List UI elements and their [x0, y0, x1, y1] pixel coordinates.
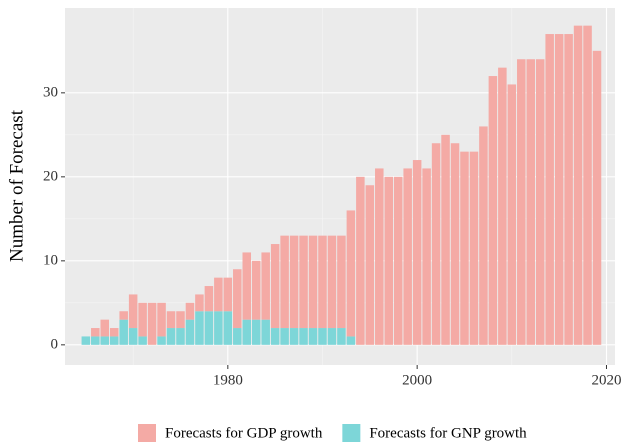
bar [138, 302, 147, 337]
bar [270, 244, 280, 329]
bar [242, 252, 252, 320]
bar [384, 176, 394, 345]
bar [233, 269, 242, 329]
bar [289, 235, 299, 329]
bar [147, 302, 157, 345]
bar [460, 151, 469, 345]
bar [91, 328, 100, 337]
bar [157, 302, 166, 337]
legend-swatch [342, 424, 361, 442]
bar [431, 143, 441, 345]
legend-label: Forecasts for GDP growth [165, 425, 323, 441]
bar [535, 59, 545, 345]
bar [592, 50, 602, 345]
x-tick-label: 2000 [402, 372, 432, 388]
x-tick-label: 2020 [591, 372, 621, 388]
bar [327, 235, 337, 329]
bar [346, 336, 356, 345]
bar [422, 168, 431, 345]
bar [507, 84, 517, 345]
bar [308, 328, 318, 345]
bar [128, 294, 138, 329]
bar [498, 67, 507, 345]
y-tick-label: 10 [43, 252, 58, 268]
bar [412, 160, 422, 345]
bar [261, 252, 270, 320]
bar [488, 76, 498, 345]
bar [564, 34, 573, 345]
bar [337, 328, 346, 345]
bar [583, 25, 592, 345]
bar [327, 328, 337, 345]
bar [365, 185, 375, 345]
y-tick-label: 30 [43, 84, 58, 100]
bar [214, 277, 223, 312]
bar [251, 260, 261, 320]
bar [469, 151, 479, 345]
bar [195, 294, 204, 312]
bar [517, 59, 526, 345]
y-axis-title: Number of Forecast [6, 109, 27, 262]
x-tick-label: 1980 [213, 372, 243, 388]
bar [242, 319, 252, 345]
bar [176, 328, 185, 345]
bar [185, 302, 195, 320]
bar [214, 311, 223, 345]
bar [289, 328, 299, 345]
bar [81, 336, 91, 345]
bar [100, 319, 110, 337]
bar [554, 34, 564, 345]
bar [223, 311, 233, 345]
bar [204, 286, 214, 312]
bar [119, 311, 128, 320]
bar [441, 134, 450, 345]
bar [356, 176, 365, 345]
bar [157, 336, 166, 345]
bar [280, 235, 289, 329]
y-tick-label: 0 [51, 336, 59, 352]
bar [185, 319, 195, 345]
bar [573, 25, 583, 345]
bar [337, 235, 346, 329]
legend: Forecasts for GDP growth Forecasts for GN… [138, 424, 527, 442]
bar [195, 311, 204, 345]
bar [166, 311, 176, 329]
bar [318, 235, 327, 329]
bar [308, 235, 318, 329]
bar [91, 336, 100, 345]
bar [545, 34, 554, 345]
bar [100, 336, 110, 345]
bar [251, 319, 261, 345]
bar [346, 210, 356, 337]
bar [128, 328, 138, 345]
bar [299, 235, 308, 329]
bar [233, 328, 242, 345]
bar [479, 126, 488, 345]
bar [318, 328, 327, 345]
bar [176, 311, 185, 329]
bar [166, 328, 176, 345]
y-tick-label: 20 [43, 168, 58, 184]
bar [450, 143, 460, 345]
legend-label: Forecasts for GNP growth [369, 425, 527, 441]
bar [270, 328, 280, 345]
bar [299, 328, 308, 345]
bar [261, 319, 270, 345]
bar [109, 328, 119, 337]
bar [526, 59, 536, 345]
bar [119, 319, 128, 345]
bar [204, 311, 214, 345]
bar [280, 328, 289, 345]
legend-swatch [138, 424, 156, 442]
bar [403, 168, 412, 345]
bar [109, 336, 119, 345]
bar [138, 336, 147, 345]
bar [223, 277, 233, 312]
bar [393, 176, 403, 345]
bar [375, 168, 384, 345]
